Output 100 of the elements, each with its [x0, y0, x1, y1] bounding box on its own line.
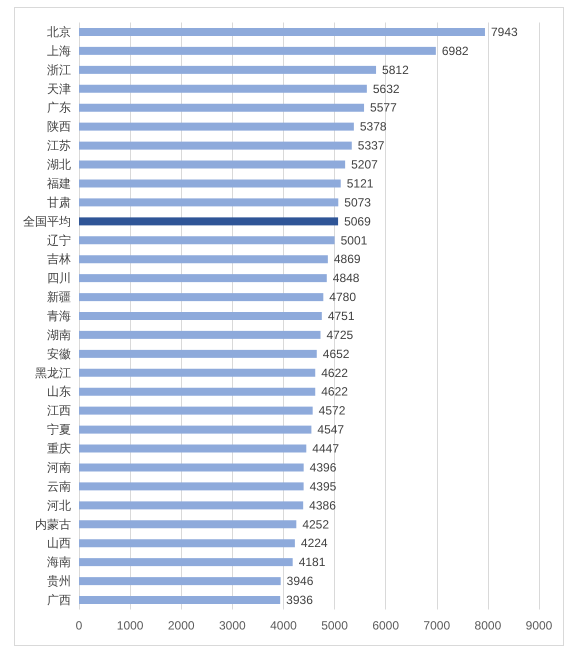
x-tick-label: 7000 [423, 618, 450, 632]
bar [79, 66, 376, 74]
bar [79, 293, 324, 302]
y-tick-label: 内蒙古 [35, 517, 71, 532]
data-label: 3946 [286, 574, 314, 588]
bar [79, 558, 293, 566]
y-tick-label: 湖北 [47, 158, 71, 172]
y-tick-label: 重庆 [47, 442, 71, 456]
y-tick-label: 宁夏 [47, 422, 71, 437]
data-label: 4395 [310, 479, 337, 494]
x-tick-label: 4000 [270, 618, 298, 632]
bar [79, 160, 346, 169]
data-label: 5577 [370, 100, 398, 115]
y-tick-label: 甘肃 [47, 195, 71, 210]
y-tick-label: 青海 [47, 309, 71, 323]
y-tick-label: 上海 [47, 44, 71, 58]
x-tick-label: 3000 [218, 618, 246, 632]
data-label: 5121 [346, 176, 374, 190]
bar [79, 539, 295, 548]
bar [79, 520, 296, 528]
data-label: 4252 [302, 517, 330, 532]
bar [79, 104, 364, 112]
bar [79, 482, 304, 490]
y-tick-label: 广东 [47, 100, 71, 115]
y-tick-label: 江西 [47, 404, 71, 418]
y-tick-label: 湖南 [47, 328, 71, 342]
x-tick-label: 9000 [526, 618, 553, 632]
y-tick-label: 山西 [47, 536, 71, 550]
bar [79, 28, 485, 36]
data-label: 4622 [321, 366, 348, 380]
bar [79, 596, 280, 604]
data-label: 4547 [317, 422, 344, 437]
data-label: 4652 [322, 346, 350, 361]
data-label: 4622 [321, 384, 348, 399]
y-tick-label: 广西 [47, 593, 71, 608]
data-label: 4780 [329, 290, 356, 304]
bar [79, 217, 338, 226]
data-label: 5337 [358, 138, 385, 153]
bar [79, 236, 335, 244]
y-tick-label: 安徽 [47, 346, 71, 361]
y-tick-label: 江苏 [47, 138, 71, 153]
bar [79, 426, 312, 434]
data-label: 5207 [351, 158, 378, 172]
bar [79, 84, 367, 93]
y-tick-label: 四川 [47, 271, 71, 286]
y-tick-label: 云南 [47, 479, 71, 494]
data-label: 5001 [340, 233, 368, 248]
y-tick-label: 辽宁 [47, 233, 71, 248]
data-label: 4181 [298, 555, 326, 570]
x-tick-label: 2000 [168, 618, 195, 632]
y-tick-label: 黑龙江 [35, 366, 71, 380]
bar [79, 501, 304, 510]
bar [79, 388, 316, 396]
y-tick-label: 贵州 [47, 574, 71, 588]
data-label: 4386 [309, 498, 336, 512]
data-label: 4848 [332, 271, 360, 286]
y-tick-label: 全国平均 [23, 214, 71, 228]
bar [79, 463, 304, 472]
y-tick-label: 吉林 [47, 252, 71, 266]
x-tick-label: 1000 [116, 618, 144, 632]
data-label: 4869 [334, 252, 361, 266]
x-tick-label: 8000 [474, 618, 502, 632]
y-tick-label: 河北 [47, 498, 71, 512]
data-label: 5378 [360, 120, 387, 134]
bar [79, 368, 316, 377]
x-tick-label: 0 [76, 618, 83, 632]
y-tick-label: 天津 [47, 82, 71, 96]
data-label: 4751 [328, 309, 355, 323]
y-tick-label: 海南 [47, 555, 71, 570]
data-label: 5812 [382, 62, 410, 77]
data-label: 4447 [312, 442, 340, 456]
bar [79, 312, 322, 320]
data-label: 5632 [372, 82, 400, 96]
data-label: 4725 [326, 328, 354, 342]
y-tick-label: 河南 [47, 460, 71, 474]
bar [79, 142, 352, 150]
bar [79, 350, 317, 358]
y-tick-label: 福建 [47, 176, 71, 190]
x-tick-label: 6000 [372, 618, 400, 632]
data-label: 4224 [300, 536, 328, 550]
y-tick-label: 陕西 [47, 120, 71, 134]
bar [79, 122, 354, 131]
data-label: 7943 [490, 24, 518, 39]
x-tick-label: 5000 [321, 618, 348, 632]
bar [79, 198, 338, 206]
bar [79, 577, 281, 586]
bar [79, 179, 341, 188]
y-tick-label: 北京 [47, 24, 71, 39]
data-label: 3936 [286, 593, 314, 608]
data-label: 4396 [310, 460, 337, 474]
bar [79, 46, 436, 55]
y-tick-label: 山东 [47, 384, 71, 399]
y-tick-label: 浙江 [47, 62, 71, 77]
bar [79, 255, 328, 264]
bar [79, 330, 320, 339]
bar [79, 274, 327, 282]
data-label: 6982 [442, 44, 469, 58]
bar [79, 406, 313, 415]
data-label: 5073 [344, 195, 372, 210]
data-label: 5069 [344, 214, 372, 228]
